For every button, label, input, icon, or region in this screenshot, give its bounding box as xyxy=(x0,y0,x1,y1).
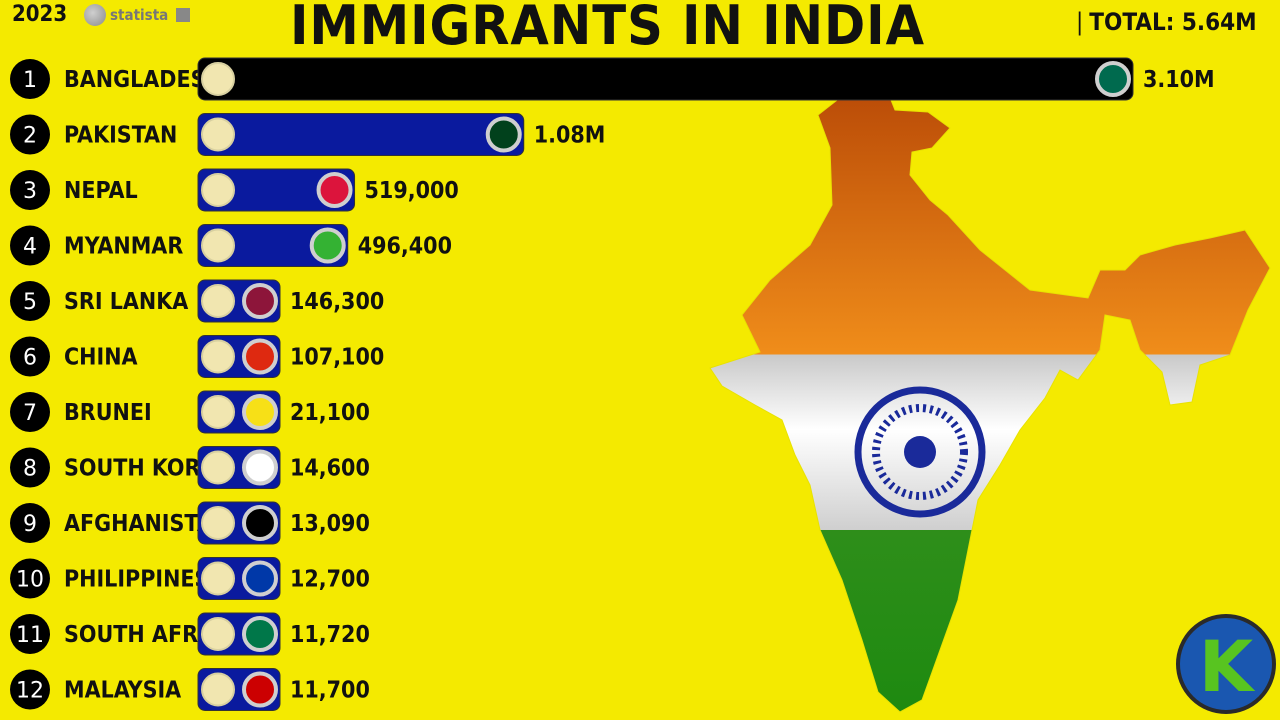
country-label: MALAYSIA xyxy=(64,678,181,704)
malaysia-flag-icon xyxy=(242,671,278,708)
myanmar-flag-icon xyxy=(309,227,346,264)
rank-number: 4 xyxy=(23,235,37,260)
un-globe-icon xyxy=(84,4,106,26)
bar xyxy=(197,57,1134,101)
sri-lanka-flag-icon xyxy=(242,283,278,319)
rank-number: 9 xyxy=(23,512,37,537)
value-label: 13,090 xyxy=(290,511,370,537)
afghanistan-flag-icon xyxy=(242,505,278,541)
rank-badge xyxy=(10,336,50,377)
rank-number: 2 xyxy=(23,124,37,149)
pakistan-flag-icon xyxy=(485,116,522,153)
country-label: NEPAL xyxy=(64,178,138,204)
coat-of-arms-icon xyxy=(201,450,235,485)
china-flag-icon xyxy=(242,338,278,375)
total-value: TOTAL: 5.64M xyxy=(1089,8,1257,36)
philippines-flag-icon xyxy=(242,560,278,597)
statista-logo-icon xyxy=(176,8,190,22)
value-label: 21,100 xyxy=(290,400,370,426)
country-label: MYANMAR xyxy=(64,234,183,260)
coat-of-arms-icon xyxy=(201,62,235,96)
rank-number: 5 xyxy=(23,290,37,315)
value-label: 3.10M xyxy=(1143,67,1215,93)
rank-badge xyxy=(10,281,50,321)
rank-number: 6 xyxy=(23,346,37,371)
rank-number: 1 xyxy=(23,68,37,93)
india-map-shape xyxy=(709,84,1271,713)
bar xyxy=(197,168,356,212)
rank-badge xyxy=(10,392,50,432)
rank-badge xyxy=(10,558,50,599)
brunei-flag-icon xyxy=(242,394,278,430)
source-label: statista xyxy=(110,6,169,24)
rank-badge xyxy=(10,225,50,266)
rank-number: 12 xyxy=(16,679,44,704)
chart-title: IMMIGRANTS IN INDIA xyxy=(290,0,925,57)
rank-number: 8 xyxy=(23,457,37,482)
bangladesh-flag-icon xyxy=(1095,61,1131,97)
value-label: 11,720 xyxy=(290,622,370,648)
rank-badge xyxy=(10,114,50,155)
country-label: BANGLADESH xyxy=(64,67,223,93)
country-label: PAKISTAN xyxy=(64,123,177,149)
value-label: 11,700 xyxy=(290,678,370,704)
value-label: 146,300 xyxy=(290,289,384,315)
india-map xyxy=(709,84,1271,713)
rank-number: 11 xyxy=(16,623,44,648)
bar xyxy=(197,113,525,156)
rank-badge xyxy=(10,669,50,710)
rank-number: 10 xyxy=(16,568,44,593)
ashoka-chakra-icon xyxy=(854,386,986,518)
rank-badge xyxy=(10,59,50,99)
value-label: 1.08M xyxy=(534,123,606,149)
coat-of-arms-icon xyxy=(201,506,235,540)
value-label: 107,100 xyxy=(290,345,384,371)
coat-of-arms-icon xyxy=(201,173,235,207)
bar xyxy=(197,224,349,267)
coat-of-arms-icon xyxy=(201,339,235,374)
rank-badge xyxy=(10,447,50,488)
south-korea-flag-icon xyxy=(242,449,278,486)
value-label: 14,600 xyxy=(290,456,370,482)
channel-logo: K xyxy=(1176,614,1276,714)
country-label: PHILIPPINES xyxy=(64,567,209,593)
rank-number: 7 xyxy=(23,401,37,426)
coat-of-arms-icon xyxy=(201,284,235,318)
coat-of-arms-icon xyxy=(201,617,235,651)
south-africa-flag-icon xyxy=(242,616,278,652)
channel-logo-letter: K xyxy=(1198,626,1254,708)
rank-badge xyxy=(10,503,50,543)
country-label: CHINA xyxy=(64,345,138,371)
nepal-flag-icon xyxy=(316,172,353,208)
value-label: 12,700 xyxy=(290,567,370,593)
coat-of-arms-icon xyxy=(201,117,235,152)
rank-badge xyxy=(10,614,50,654)
value-label: 519,000 xyxy=(365,178,459,204)
country-label: BRUNEI xyxy=(64,400,152,426)
year-label: 2023 xyxy=(12,2,68,27)
rank-number: 3 xyxy=(23,179,37,204)
country-label: SRI LANKA xyxy=(64,289,188,315)
coat-of-arms-icon xyxy=(201,228,235,263)
coat-of-arms-icon xyxy=(201,672,235,707)
rank-badge xyxy=(10,170,50,210)
total-label: | TOTAL: 5.64M xyxy=(1076,8,1257,36)
coat-of-arms-icon xyxy=(201,395,235,429)
value-label: 496,400 xyxy=(358,234,452,260)
coat-of-arms-icon xyxy=(201,561,235,596)
